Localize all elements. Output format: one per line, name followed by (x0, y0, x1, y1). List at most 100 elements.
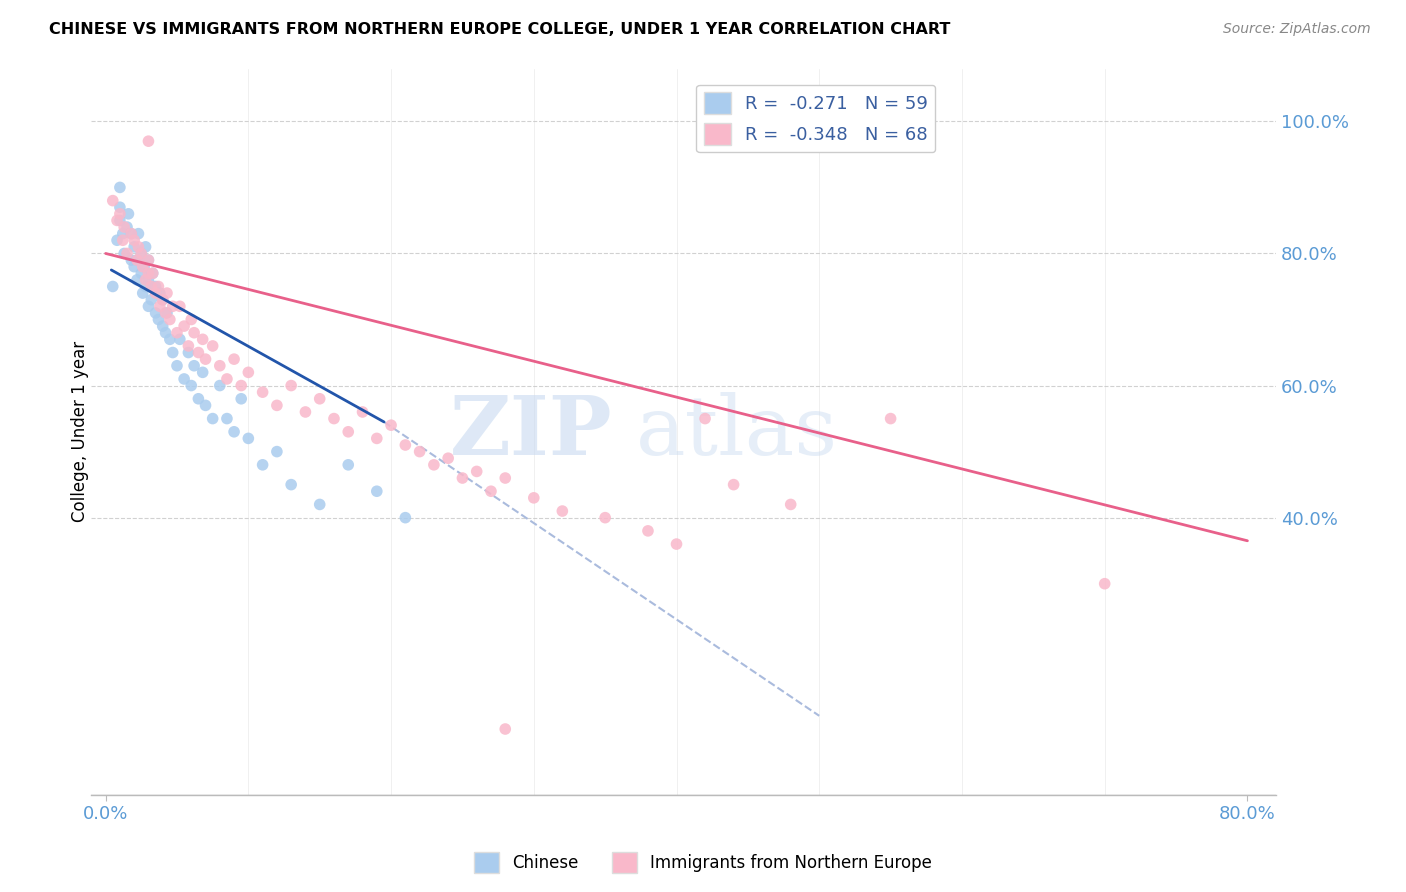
Point (323, 411, 346, 425)
Point (159, 312, 181, 326)
Point (352, 405, 374, 419)
Point (148, 312, 170, 326)
Point (149, 299, 172, 313)
Point (215, 372, 238, 386)
Point (122, 260, 145, 274)
Point (187, 345, 209, 359)
Point (723, 477, 745, 491)
Point (127, 227, 149, 241)
Point (191, 332, 214, 346)
Point (156, 306, 179, 320)
Point (115, 220, 138, 235)
Text: atlas: atlas (637, 392, 838, 472)
Point (101, 194, 124, 208)
Point (115, 246, 138, 260)
Point (145, 279, 167, 293)
Point (665, 537, 688, 551)
Point (108, 200, 131, 214)
Point (215, 411, 238, 425)
Point (169, 299, 191, 313)
Point (465, 464, 488, 478)
Point (120, 227, 142, 241)
Point (222, 425, 245, 439)
Point (494, 471, 516, 485)
Point (169, 332, 191, 346)
Point (779, 498, 801, 512)
Point (112, 220, 135, 235)
Point (122, 233, 145, 247)
Text: Source: ZipAtlas.com: Source: ZipAtlas.com (1223, 22, 1371, 37)
Point (451, 471, 474, 485)
Point (138, 266, 160, 280)
Point (593, 510, 616, 524)
Point (108, 213, 131, 227)
Point (138, 299, 160, 313)
Point (479, 484, 502, 499)
Point (280, 477, 302, 491)
Point (117, 207, 139, 221)
Point (423, 458, 446, 472)
Point (1094, 576, 1116, 591)
Point (152, 293, 174, 307)
Point (180, 312, 202, 326)
Point (125, 273, 148, 287)
Point (155, 306, 177, 320)
Point (177, 339, 200, 353)
Point (194, 398, 217, 412)
Point (337, 458, 360, 472)
Point (145, 286, 167, 301)
Point (149, 286, 172, 301)
Point (201, 339, 224, 353)
Point (208, 378, 231, 392)
Point (266, 398, 288, 412)
Point (162, 345, 184, 359)
Point (152, 293, 174, 307)
Point (337, 425, 360, 439)
Point (266, 444, 288, 458)
Point (138, 134, 160, 148)
Point (162, 299, 184, 313)
Point (138, 273, 160, 287)
Point (180, 378, 202, 392)
Point (308, 498, 330, 512)
Point (141, 279, 163, 293)
Point (194, 352, 217, 367)
Point (148, 279, 170, 293)
Point (135, 273, 157, 287)
Text: CHINESE VS IMMIGRANTS FROM NORTHERN EUROPE COLLEGE, UNDER 1 YEAR CORRELATION CHA: CHINESE VS IMMIGRANTS FROM NORTHERN EURO… (49, 22, 950, 37)
Point (394, 510, 416, 524)
Point (145, 306, 167, 320)
Point (166, 359, 188, 373)
Point (138, 253, 160, 268)
Legend: R =  -0.271   N = 59, R =  -0.348   N = 68: R = -0.271 N = 59, R = -0.348 N = 68 (696, 85, 935, 153)
Point (159, 332, 181, 346)
Point (187, 392, 209, 406)
Point (101, 279, 124, 293)
Point (135, 279, 157, 293)
Point (208, 359, 231, 373)
Point (551, 504, 574, 518)
Point (122, 240, 145, 254)
Point (142, 266, 165, 280)
Point (238, 365, 260, 379)
Legend: Chinese, Immigrants from Northern Europe: Chinese, Immigrants from Northern Europe (467, 846, 939, 880)
Point (408, 444, 430, 458)
Point (693, 411, 716, 425)
Y-axis label: College, Under 1 year: College, Under 1 year (72, 342, 89, 523)
Point (125, 253, 148, 268)
Point (141, 293, 163, 307)
Point (173, 319, 195, 334)
Point (152, 319, 174, 334)
Point (131, 246, 153, 260)
Point (231, 378, 253, 392)
Point (125, 253, 148, 268)
Point (132, 286, 155, 301)
Point (138, 253, 160, 268)
Point (191, 365, 214, 379)
Point (183, 326, 205, 340)
Point (437, 451, 460, 466)
Point (108, 180, 131, 194)
Point (231, 392, 253, 406)
Point (294, 405, 316, 419)
Point (120, 253, 142, 268)
